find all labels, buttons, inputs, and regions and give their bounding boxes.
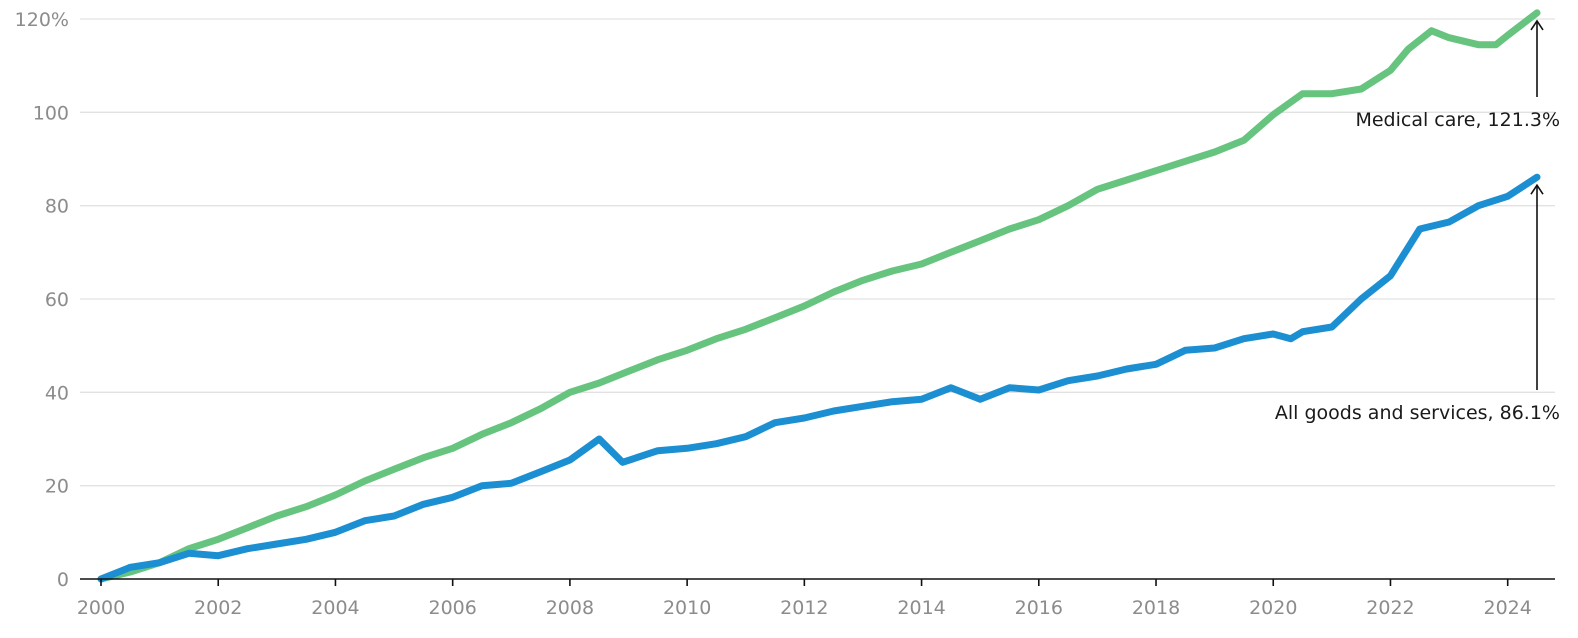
annotation-arrowhead [1530, 183, 1544, 195]
x-tick-label: 2004 [311, 597, 359, 619]
series-end-label: All goods and services, 86.1% [1275, 402, 1560, 424]
x-tick-label: 2018 [1132, 597, 1180, 619]
x-tick-label: 2020 [1249, 597, 1297, 619]
x-tick-label: 2016 [1015, 597, 1063, 619]
x-tick-label: 2012 [780, 597, 828, 619]
y-tick-label: 40 [45, 382, 69, 404]
annotation-arrowhead [1530, 19, 1544, 31]
end-annotations: Medical care, 121.3% All goods and servic… [1275, 19, 1560, 424]
y-tick-label: 60 [45, 289, 69, 311]
series-end-label: Medical care, 121.3% [1355, 109, 1560, 131]
x-tick-label: 2010 [663, 597, 711, 619]
series-line-all-goods-and-services [97, 173, 1541, 583]
y-tick-label: 80 [45, 196, 69, 218]
x-tick-label: 2024 [1484, 597, 1532, 619]
x-tick-label: 2006 [428, 597, 476, 619]
x-tick-label: 2008 [546, 597, 594, 619]
y-tick-label: 0 [57, 569, 69, 591]
y-tick-label: 20 [45, 476, 69, 498]
series-lines [97, 9, 1541, 583]
x-tick-label: 2002 [194, 597, 242, 619]
y-tick-label: 120% [15, 9, 69, 31]
y-axis-labels: 0 20 40 60 80 100 120% [15, 9, 69, 591]
x-axis: 2000 2002 2004 2006 2008 2010 2012 2014 2016 2018… [77, 578, 1555, 619]
y-tick-label: 100 [33, 102, 69, 124]
x-tick-label: 2022 [1366, 597, 1414, 619]
x-tick-label: 2014 [897, 597, 945, 619]
x-tick-label: 2000 [77, 597, 125, 619]
series-line-medical-care [97, 9, 1541, 583]
